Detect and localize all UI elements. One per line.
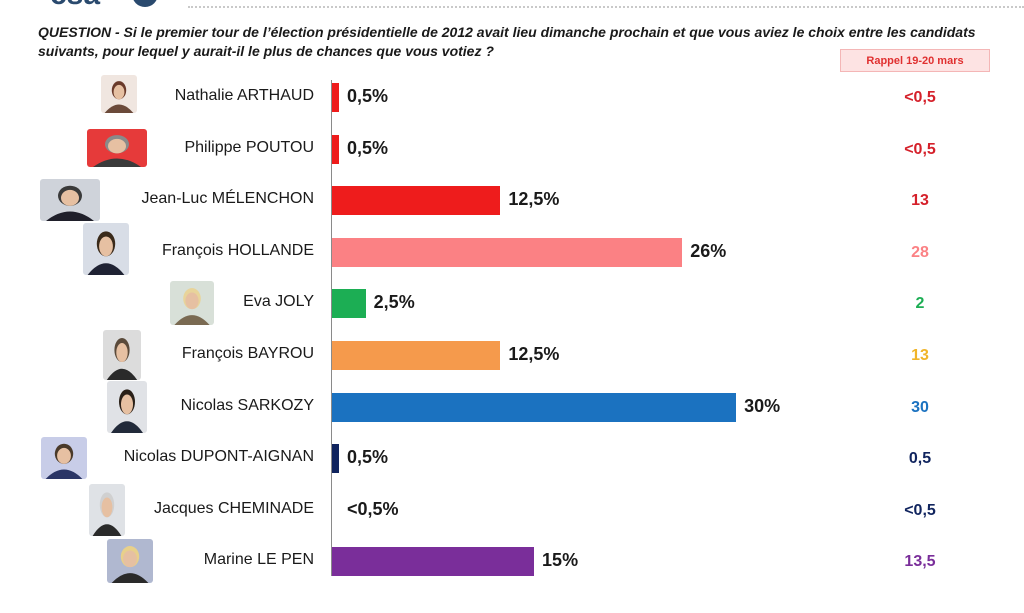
candidate-row: Marine LE PEN 15% 13,5 <box>0 539 1024 613</box>
candidate-name: Jean-Luc MÉLENCHON <box>141 190 315 207</box>
csa-logo: csa <box>50 0 157 11</box>
recall-value: 13 <box>911 347 929 364</box>
chart-axis <box>331 80 332 576</box>
candidate-row: François BAYROU 12,5% 13 <box>0 330 1024 407</box>
bar-9 <box>332 496 339 525</box>
candidate-name: Nathalie ARTHAUD <box>174 87 314 104</box>
candidate-photo <box>87 129 147 167</box>
candidate-row: Nathalie ARTHAUD 0,5% <0,5 <box>0 75 1024 149</box>
candidate-photo <box>89 484 125 536</box>
logo-text: csa <box>50 0 100 11</box>
candidate-row: Philippe POUTOU 0,5% <0,5 <box>0 129 1024 201</box>
recall-value: <0,5 <box>904 502 936 519</box>
candidate-row: Eva JOLY 2,5% 2 <box>0 281 1024 355</box>
candidate-name: Philippe POUTOU <box>184 139 314 156</box>
candidate-row: Nicolas DUPONT-AIGNAN 0,5% 0,5 <box>0 437 1024 510</box>
candidate-photo <box>107 381 147 433</box>
bar-value-label: 12,5% <box>508 344 560 364</box>
question-lead: QUESTION - <box>38 24 120 40</box>
candidate-row: Jacques CHEMINADE <0,5% <0,5 <box>0 484 1024 562</box>
bar-7 <box>332 393 737 422</box>
recall-value: 28 <box>911 244 929 261</box>
bar-1 <box>332 83 339 112</box>
candidate-name: Nicolas SARKOZY <box>180 397 314 414</box>
bar-value-label: 12,5% <box>508 189 560 209</box>
candidate-photo <box>83 223 129 275</box>
recall-value: 0,5 <box>908 450 932 467</box>
bar-10 <box>332 547 535 576</box>
recall-value: 30 <box>911 399 929 416</box>
candidate-photo <box>170 281 214 325</box>
question-text: QUESTION - Si le premier tour de l’élect… <box>38 23 998 61</box>
bar-value-label: 15% <box>542 550 579 570</box>
bar-4 <box>332 238 683 267</box>
candidate-name: Eva JOLY <box>243 293 314 310</box>
candidate-name: François BAYROU <box>181 345 314 362</box>
bar-value-label: 0,5% <box>347 86 389 106</box>
recall-value: <0,5 <box>904 141 936 158</box>
candidate-photo <box>41 437 87 479</box>
candidate-photo <box>40 179 100 221</box>
bar-8 <box>332 444 339 473</box>
bar-5 <box>332 289 366 318</box>
candidate-name: Marine LE PEN <box>203 551 314 568</box>
bar-3 <box>332 186 501 215</box>
candidate-photo <box>101 75 137 113</box>
candidate-name: François HOLLANDE <box>161 242 314 259</box>
candidate-row: Jean-Luc MÉLENCHON 12,5% 13 <box>0 179 1024 252</box>
header-rule <box>188 6 1024 8</box>
bar-value-label: 26% <box>690 241 727 261</box>
recall-value: <0,5 <box>904 89 936 106</box>
bar-value-label: <0,5% <box>347 499 399 519</box>
candidate-photo <box>107 539 153 583</box>
candidate-name: Nicolas DUPONT-AIGNAN <box>123 448 314 465</box>
candidate-photo <box>103 330 141 380</box>
bar-value-label: 30% <box>744 396 781 416</box>
bar-value-label: 2,5% <box>373 292 415 312</box>
bar-value-label: 0,5% <box>347 138 389 158</box>
bar-value-label: 0,5% <box>347 447 389 467</box>
recall-value: 13 <box>911 192 929 209</box>
recall-value: 13,5 <box>904 553 936 570</box>
bar-6 <box>332 341 501 370</box>
recall-value: 2 <box>915 295 925 312</box>
candidate-name: Jacques CHEMINADE <box>153 500 314 517</box>
question-body: Si le premier tour de l’élection préside… <box>38 24 976 59</box>
candidate-row: François HOLLANDE 26% 28 <box>0 223 1024 304</box>
bar-2 <box>332 135 339 164</box>
recall-header-badge: Rappel 19-20 mars <box>840 49 990 72</box>
candidate-row: Nicolas SARKOZY 30% 30 <box>0 381 1024 459</box>
